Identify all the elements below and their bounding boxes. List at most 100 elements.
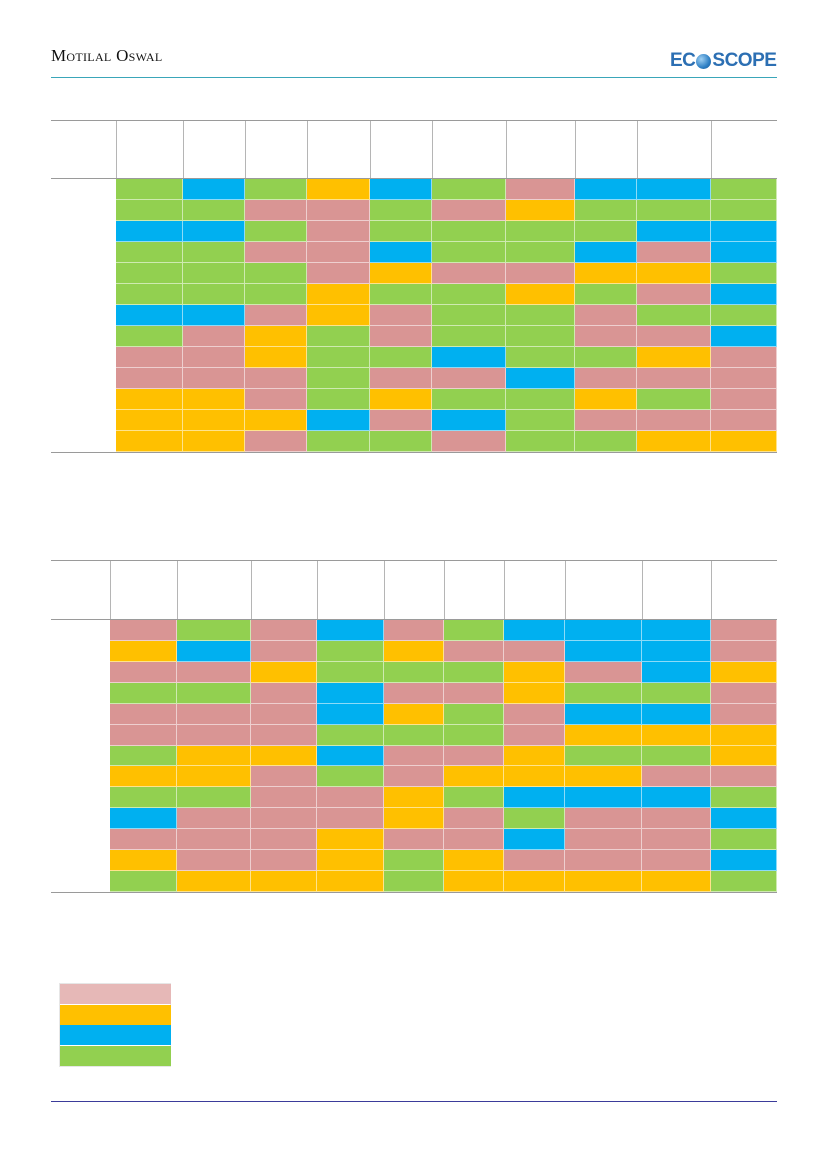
heatmap-cell (504, 682, 565, 704)
header-column-separator (251, 561, 252, 619)
heatmap-cell (110, 787, 177, 809)
header-column-separator (110, 561, 111, 619)
heatmap-cell (506, 326, 575, 347)
heatmap-cell (116, 305, 183, 326)
heatmap-cell (384, 724, 444, 746)
heatmap-cell (711, 179, 777, 200)
heatmap-cell (370, 284, 432, 305)
header-column-separator (711, 121, 712, 178)
heatmap-cell (251, 724, 317, 746)
heatmap-cell (711, 745, 777, 767)
heatmap-cell (116, 284, 183, 305)
heatmap-cell (116, 242, 183, 263)
footer-rule (51, 1101, 777, 1102)
heatmap-cell (245, 347, 307, 368)
heatmap-cell (245, 410, 307, 431)
heatmap-cell (183, 263, 245, 284)
heatmap-cell (565, 661, 642, 683)
header-rule (51, 77, 777, 78)
heatmap-cell (307, 200, 370, 221)
header-column-separator (384, 561, 385, 619)
heatmap-cell (110, 850, 177, 872)
heatmap-cell (307, 179, 370, 200)
heatmap-cell (642, 766, 711, 788)
heatmap-cell (370, 200, 432, 221)
heatmap-cell (575, 242, 637, 263)
heatmap-cell (711, 263, 777, 284)
ecoscope-logo: EC SCOPE (670, 50, 777, 72)
heatmap-cell (177, 640, 251, 662)
heatmap-cell (317, 745, 384, 767)
heatmap-cell (245, 305, 307, 326)
heatmap-cell (370, 326, 432, 347)
header-column-separator (642, 561, 643, 619)
heatmap-cell (251, 640, 317, 662)
heatmap-cell (245, 368, 307, 389)
heatmap-cell (637, 305, 711, 326)
heatmap-cell (432, 389, 506, 410)
heatmap-cell (565, 871, 642, 892)
heatmap-cell (711, 620, 777, 641)
heatmap-cell (370, 263, 432, 284)
table2-top-rule (51, 560, 777, 561)
heatmap-cell (565, 829, 642, 851)
heatmap-cell (177, 661, 251, 683)
heatmap-cell (110, 766, 177, 788)
heatmap-cell (317, 682, 384, 704)
heatmap-cell (711, 787, 777, 809)
heatmap-cell (317, 724, 384, 746)
table2-bottom-rule (51, 892, 777, 893)
table1-header-rule (51, 178, 777, 179)
heatmap-cell (444, 766, 504, 788)
heatmap-cell (642, 787, 711, 809)
heatmap-cell (642, 871, 711, 892)
heatmap-cell (637, 242, 711, 263)
heatmap-cell (444, 808, 504, 830)
heatmap-cell (251, 871, 317, 892)
heatmap-cell (116, 200, 183, 221)
heatmap-cell (444, 661, 504, 683)
heatmap-cell (307, 368, 370, 389)
heatmap-cell (251, 808, 317, 830)
heatmap-cell (637, 368, 711, 389)
heatmap-cell (317, 766, 384, 788)
heatmap-cell (116, 368, 183, 389)
heatmap-cell (177, 871, 251, 892)
heatmap-cell (251, 787, 317, 809)
heatmap-cell (245, 389, 307, 410)
heatmap-cell (711, 368, 777, 389)
header-column-separator (317, 561, 318, 619)
heatmap-cell (183, 284, 245, 305)
heatmap-cell (444, 703, 504, 725)
heatmap-cell (506, 179, 575, 200)
heatmap-cell (504, 766, 565, 788)
heatmap-cell (642, 703, 711, 725)
heatmap-cell (444, 620, 504, 641)
heatmap-cell (575, 179, 637, 200)
heatmap-cell (251, 850, 317, 872)
heatmap-cell (177, 808, 251, 830)
heatmap-cell (384, 871, 444, 892)
heatmap-cell (183, 242, 245, 263)
header-column-separator (504, 561, 505, 619)
heatmap-cell (711, 200, 777, 221)
heatmap-cell (177, 745, 251, 767)
heatmap-cell (506, 347, 575, 368)
heatmap-cell (317, 661, 384, 683)
heatmap-cell (317, 871, 384, 892)
heatmap-cell (432, 305, 506, 326)
heatmap-cell (110, 808, 177, 830)
header-column-separator (370, 121, 371, 178)
heatmap-cell (711, 724, 777, 746)
heatmap-cell (110, 661, 177, 683)
heatmap-cell (506, 431, 575, 452)
heatmap-cell (711, 661, 777, 683)
heatmap-cell (384, 640, 444, 662)
heatmap-cell (384, 787, 444, 809)
heatmap-cell (432, 284, 506, 305)
heatmap-cell (183, 347, 245, 368)
heatmap-cell (444, 640, 504, 662)
heatmap-cell (370, 389, 432, 410)
heatmap-cell (307, 347, 370, 368)
heatmap-cell (642, 745, 711, 767)
